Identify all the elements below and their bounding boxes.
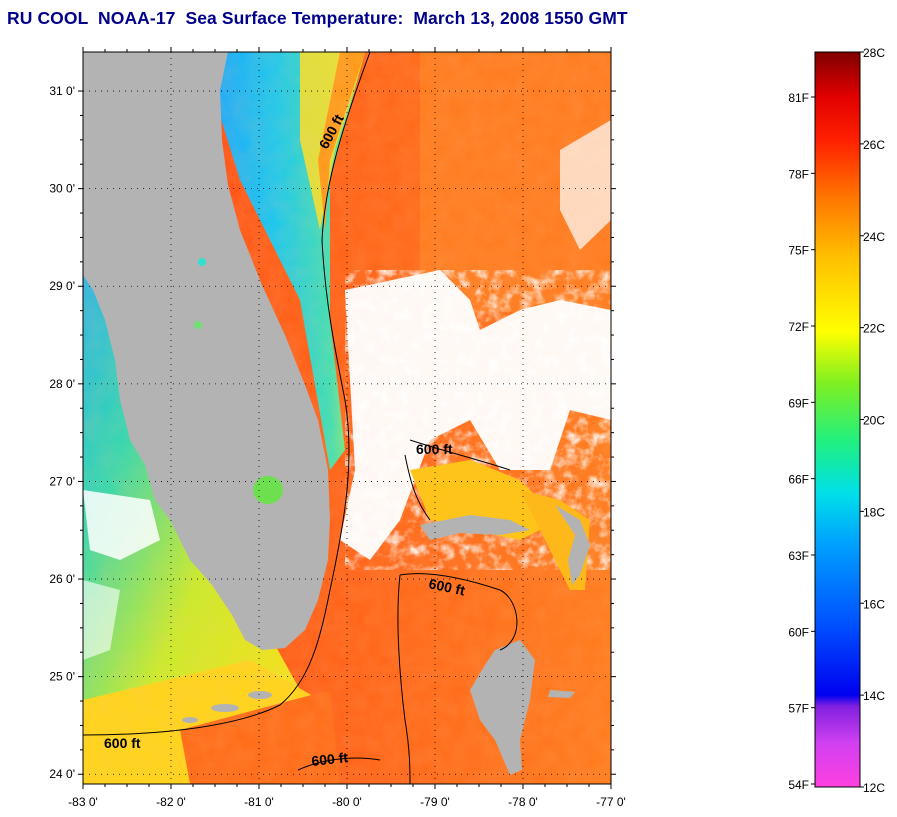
- lon-tick-label: -77 0': [596, 795, 626, 809]
- lat-tick-label: 25 0': [49, 670, 75, 684]
- lon-tick-label: -83 0': [68, 795, 98, 809]
- contour-label: 600 ft: [104, 735, 141, 751]
- lat-tick-label: 30 0': [49, 182, 75, 196]
- lat-tick-label: 28 0': [49, 377, 75, 391]
- lon-tick-label: -80 0': [332, 795, 362, 809]
- lat-tick-label: 27 0': [49, 474, 75, 488]
- lon-tick-label: -78 0': [508, 795, 538, 809]
- lon-tick-label: -79 0': [420, 795, 450, 809]
- longitude-labels: -83 0' -82 0' -81 0' -80 0' -79 0' -78 0' -77 …: [68, 795, 626, 809]
- lake-okeechobee: [253, 476, 283, 504]
- andros-island: [470, 640, 535, 775]
- contour-label: 600 ft: [311, 749, 349, 769]
- axis-ticks: [78, 47, 616, 789]
- contour-label: 600 ft: [427, 575, 466, 598]
- contour-label: 600 ft: [416, 441, 453, 457]
- lat-tick-label: 26 0': [49, 572, 75, 586]
- lon-tick-label: -81 0': [244, 795, 274, 809]
- map-title: RU COOL NOAA-17 Sea Surface Temperature:…: [7, 8, 628, 28]
- florida-keys: [182, 691, 272, 723]
- grand-bahama-island: [420, 515, 530, 540]
- lon-tick-label: -82 0': [156, 795, 186, 809]
- abaco-island: [555, 505, 590, 585]
- latitude-labels: 31 0' 30 0' 29 0' 28 0' 27 0' 26 0' 25 0' 24 0': [49, 84, 75, 781]
- lat-tick-label: 31 0': [49, 84, 75, 98]
- lat-tick-label: 24 0': [49, 767, 75, 781]
- nassau-island: [548, 690, 575, 698]
- inland-lake: [198, 258, 206, 266]
- isobath-600ft: [83, 52, 518, 784]
- inland-lake: [194, 321, 202, 329]
- lat-tick-label: 29 0': [49, 279, 75, 293]
